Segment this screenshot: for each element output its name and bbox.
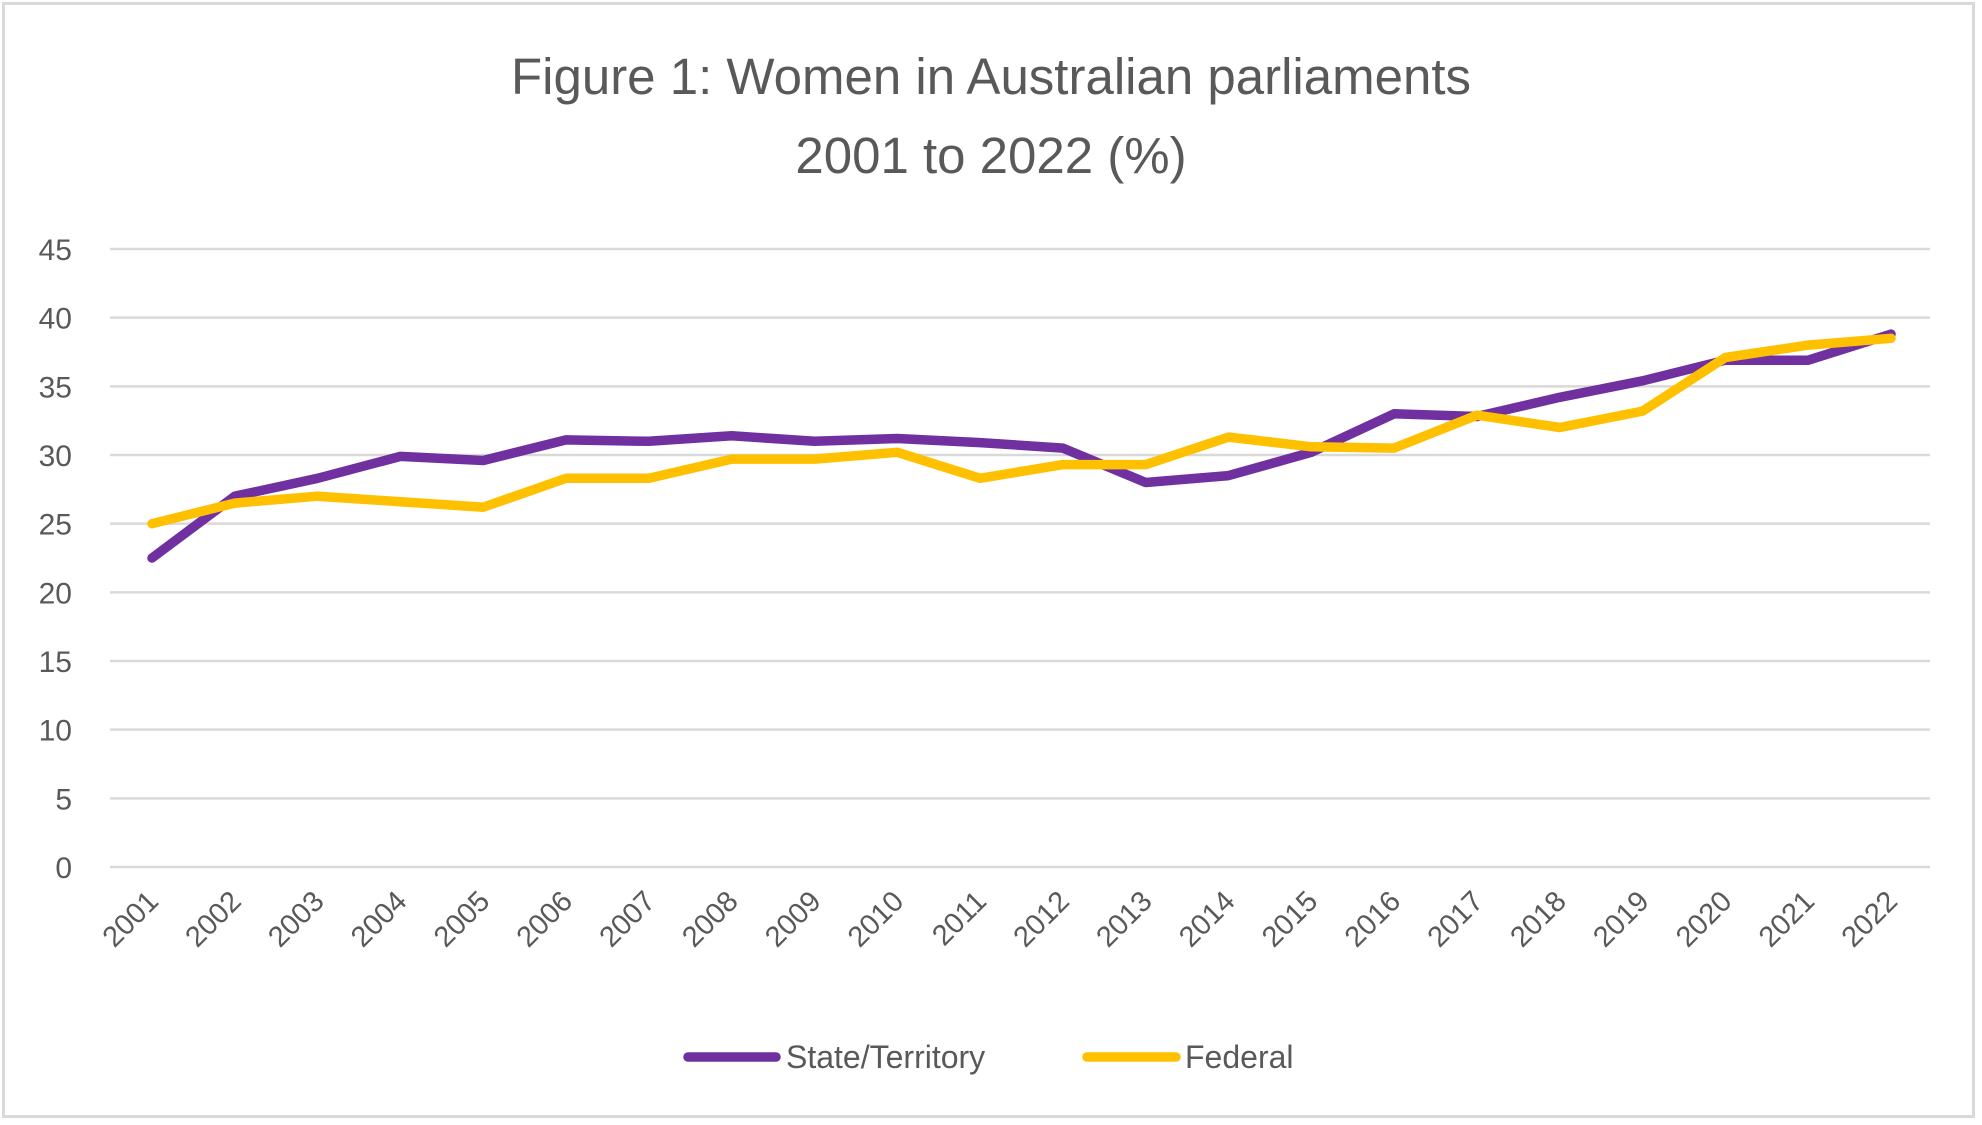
data-point-state-territory-2011 [975, 438, 985, 448]
y-tick-label-30: 30 [39, 440, 72, 473]
x-tick-label-2013: 2013 [1090, 885, 1158, 953]
y-tick-label-5: 5 [55, 783, 72, 816]
data-point-federal-2021 [1803, 340, 1813, 350]
x-tick-label-2009: 2009 [759, 885, 827, 953]
x-tick-label-2005: 2005 [428, 885, 496, 953]
data-point-federal-2022 [1886, 333, 1896, 343]
data-point-state-territory-2016 [1389, 409, 1399, 419]
x-axis-tick-labels: 2001 2002 2003 2004 2005 2006 2007 2008 2009 2010… [97, 885, 1904, 953]
x-tick-label-2006: 2006 [511, 885, 579, 953]
x-tick-label-2020: 2020 [1670, 885, 1738, 953]
y-axis-tick-labels: 0 5 10 15 20 25 30 35 40 45 [39, 234, 72, 885]
data-point-federal-2006 [561, 473, 571, 483]
data-point-state-territory-2001 [147, 553, 157, 563]
chart-title-line-1: Figure 1: Women in Australian parliament… [511, 48, 1471, 105]
data-point-federal-2013 [1141, 460, 1151, 470]
chart-title: Figure 1: Women in Australian parliament… [511, 48, 1471, 184]
x-tick-label-2007: 2007 [594, 885, 662, 953]
x-tick-label-2001: 2001 [97, 885, 165, 953]
data-point-federal-2003 [313, 491, 323, 501]
legend-label-federal: Federal [1185, 1039, 1294, 1075]
legend: State/Territory Federal [683, 1039, 1294, 1075]
y-tick-label-20: 20 [39, 577, 72, 610]
x-tick-label-2021: 2021 [1753, 885, 1821, 953]
y-tick-label-10: 10 [39, 715, 72, 748]
series-line-state-territory [147, 329, 1896, 563]
data-point-federal-2019 [1638, 406, 1648, 416]
y-tick-label-0: 0 [55, 852, 72, 885]
x-tick-label-2008: 2008 [676, 885, 744, 953]
x-tick-label-2022: 2022 [1836, 885, 1904, 953]
chart-title-line-2: 2001 to 2022 (%) [795, 127, 1186, 184]
data-point-state-territory-2006 [561, 435, 571, 445]
data-point-federal-2017 [1472, 410, 1482, 420]
data-point-federal-2011 [975, 473, 985, 483]
legend-item-federal[interactable]: Federal [1082, 1039, 1294, 1075]
series-line-federal [147, 333, 1896, 529]
x-tick-label-2014: 2014 [1173, 885, 1241, 953]
x-tick-label-2010: 2010 [842, 885, 910, 953]
x-tick-label-2018: 2018 [1504, 885, 1572, 953]
data-point-state-territory-2007 [644, 436, 654, 446]
data-point-federal-2007 [644, 473, 654, 483]
y-tick-label-40: 40 [39, 303, 72, 336]
y-tick-label-25: 25 [39, 509, 72, 542]
data-point-federal-2012 [1058, 460, 1068, 470]
data-point-state-territory-2005 [478, 455, 488, 465]
data-point-federal-2009 [809, 454, 819, 464]
data-point-state-territory-2018 [1555, 392, 1565, 402]
x-tick-label-2019: 2019 [1587, 885, 1655, 953]
data-point-state-territory-2010 [892, 434, 902, 444]
data-point-state-territory-2008 [727, 431, 737, 441]
data-point-federal-2004 [395, 497, 405, 507]
data-point-federal-2002 [230, 498, 240, 508]
x-tick-label-2015: 2015 [1256, 885, 1324, 953]
x-tick-label-2004: 2004 [345, 885, 413, 953]
y-tick-label-15: 15 [39, 646, 72, 679]
data-point-state-territory-2003 [313, 473, 323, 483]
data-point-federal-2008 [727, 454, 737, 464]
legend-item-state-territory[interactable]: State/Territory [683, 1039, 985, 1075]
data-point-federal-2018 [1555, 423, 1565, 433]
y-tick-label-35: 35 [39, 371, 72, 404]
gridlines [110, 247, 1930, 869]
data-point-federal-2001 [147, 519, 157, 529]
data-point-federal-2020 [1720, 352, 1730, 362]
data-point-state-territory-2014 [1224, 471, 1234, 481]
data-point-state-territory-2012 [1058, 443, 1068, 453]
x-tick-label-2017: 2017 [1422, 885, 1490, 953]
data-point-federal-2015 [1306, 442, 1316, 452]
x-tick-label-2011: 2011 [926, 885, 993, 952]
y-tick-label-45: 45 [39, 234, 72, 267]
data-point-federal-2005 [478, 502, 488, 512]
x-tick-label-2003: 2003 [262, 885, 330, 953]
data-point-state-territory-2013 [1141, 477, 1151, 487]
data-point-state-territory-2009 [809, 436, 819, 446]
series-lines [147, 329, 1896, 563]
data-point-state-territory-2021 [1803, 355, 1813, 365]
data-point-state-territory-2004 [395, 451, 405, 461]
data-point-federal-2014 [1224, 432, 1234, 442]
x-tick-label-2016: 2016 [1339, 885, 1407, 953]
legend-label-state-territory: State/Territory [786, 1039, 985, 1075]
data-point-federal-2010 [892, 447, 902, 457]
data-point-state-territory-2019 [1638, 376, 1648, 386]
x-tick-label-2002: 2002 [180, 885, 248, 953]
data-point-federal-2016 [1389, 443, 1399, 453]
x-tick-label-2012: 2012 [1008, 885, 1076, 953]
